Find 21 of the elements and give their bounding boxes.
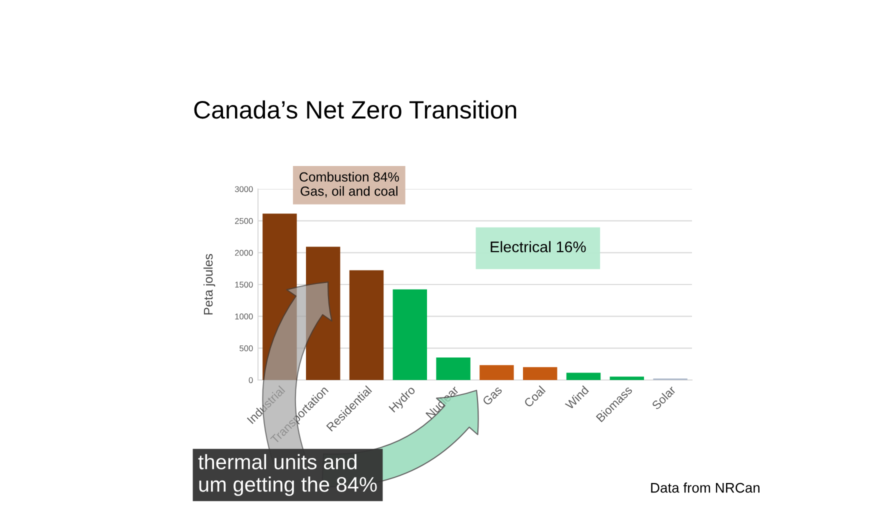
text: thermal units and um getting the 84% bbox=[198, 454, 377, 496]
x-tick-label: Gas bbox=[482, 385, 503, 406]
annotation: Electrical 16% bbox=[490, 241, 586, 252]
bar bbox=[349, 270, 384, 380]
text: Data from NRCan bbox=[651, 482, 760, 493]
chart-title: Canada’s Net Zero Transition bbox=[194, 100, 516, 119]
annotation: Combustion 84% Gas, oil and coal bbox=[300, 172, 399, 198]
bar bbox=[392, 289, 428, 380]
y-tick-label: 2500 bbox=[235, 218, 253, 224]
bar bbox=[436, 358, 470, 380]
y-tick-label: 2000 bbox=[235, 250, 253, 256]
y-tick-label: 1000 bbox=[235, 314, 253, 320]
y-tick-label: 500 bbox=[240, 345, 253, 352]
y-tick-label: 0 bbox=[248, 377, 253, 384]
bar bbox=[480, 365, 514, 380]
y-tick-label: 1500 bbox=[235, 282, 253, 288]
bar bbox=[522, 367, 558, 380]
bar bbox=[566, 372, 601, 380]
bar bbox=[610, 376, 644, 380]
y-tick-label: 3000 bbox=[234, 186, 253, 192]
y-axis-title: Peta joules bbox=[204, 254, 216, 314]
